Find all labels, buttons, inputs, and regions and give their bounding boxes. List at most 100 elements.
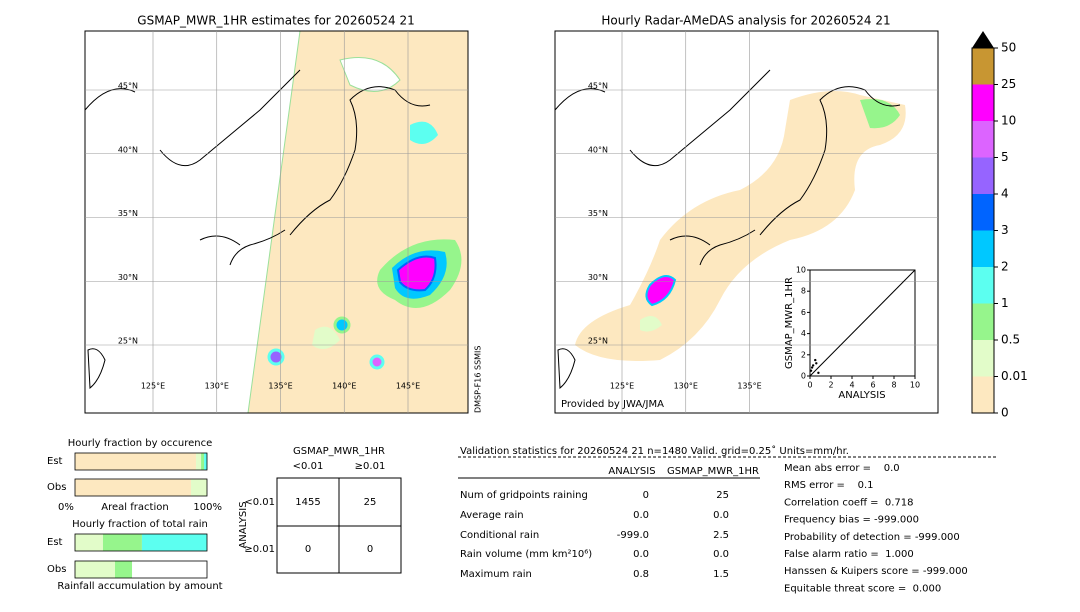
colorbar-segment [972,194,994,231]
bar-frame [74,533,208,552]
lon-label: 125°E [141,382,165,391]
inset-x-label: ANALYSIS [838,390,885,401]
stat-gsmap: 25 [716,490,729,501]
lat-label: 45°N [588,82,608,91]
fraction-segment [75,534,103,551]
inset-point [809,369,813,372]
right-map-frame [554,30,939,414]
fraction-segment [204,453,208,470]
colorbar-segment [972,303,994,340]
stat-label: Num of gridpoints raining [460,490,588,501]
colorbar-extend [972,31,994,48]
inset-y-tick-label: 2 [801,350,806,359]
fraction-segment [114,561,133,578]
lon-label: 140°E [332,382,356,391]
lat-label: 40°N [118,145,138,154]
colorbar-label: 25 [1001,77,1016,91]
fraction-segment [196,453,202,470]
score: Frequency bias = -999.000 [784,515,919,526]
colorbar-segment [972,121,994,158]
score: Correlation coeff = 0.718 [784,497,914,508]
column-header: ANALYSIS [608,466,655,477]
lon-label: 135°E [737,382,761,391]
fraction-segment [141,534,207,551]
bar-row-label: Obs [47,564,66,575]
stat-analysis: 0.8 [633,569,649,580]
colorbar-label: 0.5 [1001,333,1020,347]
bar-row-label: Est [47,456,63,467]
bar-row-label: Obs [47,482,66,493]
lon-label: 125°E [610,382,634,391]
inset-y-tick-label: 10 [796,266,806,275]
bar-frame [74,560,208,579]
contingency-cell: 25 [364,497,377,508]
score: RMS error = 0.1 [784,480,874,491]
inset-x-tick-label: 10 [910,381,920,390]
colorbar-label: 5 [1001,150,1009,164]
lon-label: 130°E [674,382,698,391]
left-map-shading [85,30,469,414]
contingency-row-label: ≥0.01 [244,544,275,555]
score: Hanssen & Kuipers score = -999.000 [784,566,968,577]
axis-mid: Areal fraction [101,502,168,513]
lat-label: 25°N [588,337,608,346]
contingency-col-label: <0.01 [293,461,324,472]
inset-point [814,358,817,362]
stat-analysis: -999.0 [617,530,649,541]
inset-y-tick-label: 0 [801,372,806,381]
lat-label: 45°N [118,82,138,91]
inset-x-tick-label: 6 [870,381,875,390]
axis-100: 100% [193,502,222,513]
credit: Provided by JWA/JMA [561,399,664,410]
diagonal [809,269,916,377]
fraction-segment [102,534,142,551]
inset-y-label: GSMAP_MWR_1HR [784,277,795,369]
score: Probability of detection = -999.000 [784,532,960,543]
colorbar-segment [972,267,994,304]
inset-x-tick-label: 4 [849,381,854,390]
stat-gsmap: 0.0 [713,549,729,560]
bar-frame [74,452,208,471]
contingency-row-title: ANALYSIS [238,501,249,548]
colorbar-label: 10 [1001,114,1016,128]
colorbar-segment [972,376,994,413]
colorbar-segment [972,84,994,121]
colorbar-segment [972,157,994,194]
colorbar-label: 50 [1001,41,1016,55]
colorbar-segment [972,340,994,377]
inset-x-tick-label: 2 [828,381,833,390]
inset-x-tick-label: 8 [891,381,896,390]
fraction-segment [201,453,205,470]
stat-gsmap: 0.0 [713,510,729,521]
contingency-col-label: ≥0.01 [355,461,386,472]
lat-label: 35°N [118,209,138,218]
lon-label: 135°E [268,382,292,391]
lat-label: 35°N [588,209,608,218]
stat-analysis: 0 [643,490,649,501]
inset-y-tick-label: 8 [801,287,806,296]
colorbar-segment [972,230,994,267]
colorbar-label: 4 [1001,187,1009,201]
validation-header: Validation statistics for 20260524 21 n=… [460,445,849,457]
left-map-title: GSMAP_MWR_1HR estimates for 20260524 21 [137,14,414,28]
lat-label: 30°N [588,273,608,282]
inset-x-tick-label: 0 [807,381,812,390]
fraction-segment [75,479,192,496]
inset-point [810,366,814,369]
lat-label: 30°N [118,273,138,282]
contingency-cell: 0 [305,544,311,555]
stat-label: Maximum rain [460,569,532,580]
score: Mean abs error = 0.0 [784,463,900,474]
satellite-label: DMSP-F16 SSMIS [474,346,483,414]
colorbar-label: 1 [1001,296,1009,310]
fraction-segment [75,453,197,470]
score: Equitable threat score = 0.000 [784,583,941,594]
coastlines [84,69,901,389]
inset-point [811,364,815,367]
right-map-title: Hourly Radar-AMeDAS analysis for 2026052… [601,14,890,28]
contingency-cell: 0 [367,544,373,555]
fraction-segment [191,479,207,496]
stat-gsmap: 1.5 [713,569,729,580]
column-header: GSMAP_MWR_1HR [667,466,759,477]
